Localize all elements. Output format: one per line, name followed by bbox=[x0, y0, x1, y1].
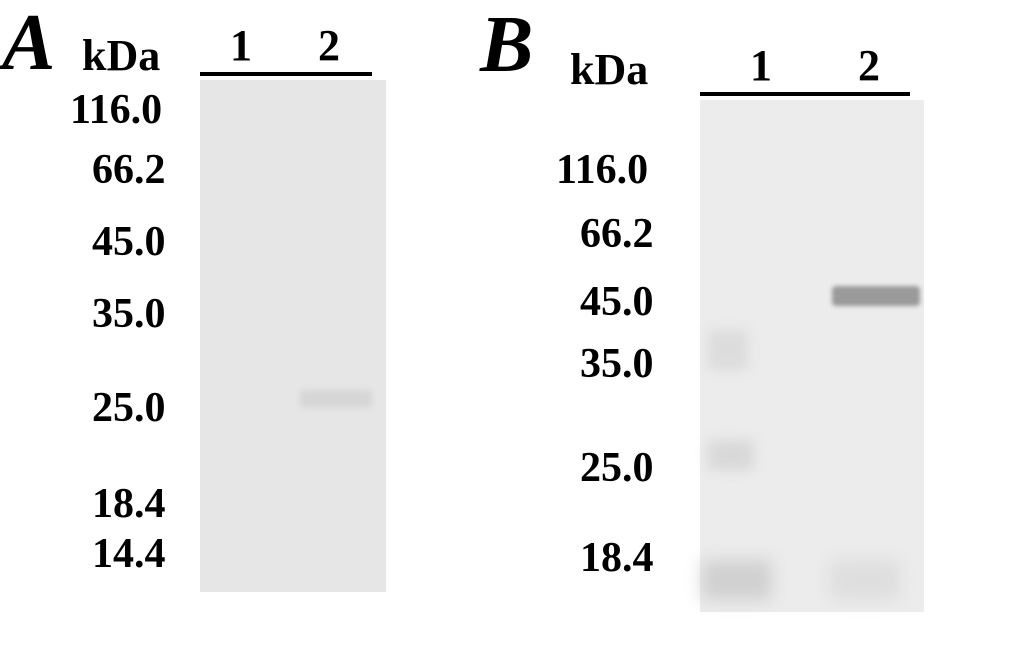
panel-b-lane-1: 1 bbox=[750, 40, 772, 91]
panel-b-mw-0: 116.0 bbox=[556, 146, 648, 194]
panel-a-lane-1: 1 bbox=[230, 20, 252, 71]
panel-a-mw-0: 116.0 bbox=[70, 86, 162, 134]
panel-b-mw-4: 25.0 bbox=[580, 444, 654, 492]
panel-b-band-1 bbox=[708, 330, 748, 370]
panel-b-band-3 bbox=[702, 560, 772, 600]
gel-figure: A kDa 1 2 116.0 66.2 45.0 35.0 25.0 18.4… bbox=[0, 0, 1016, 662]
panel-b-lane-2: 2 bbox=[858, 40, 880, 91]
panel-a-mw-6: 14.4 bbox=[92, 530, 166, 578]
panel-a-mw-5: 18.4 bbox=[92, 480, 166, 528]
panel-a-gel bbox=[200, 80, 386, 592]
panel-a-lane-2: 2 bbox=[318, 20, 340, 71]
panel-a-band-0 bbox=[300, 390, 372, 408]
panel-a-mw-3: 35.0 bbox=[92, 290, 166, 338]
panel-a-label: A bbox=[2, 0, 55, 89]
panel-b-band-0 bbox=[832, 286, 920, 306]
panel-b-mw-1: 66.2 bbox=[580, 210, 654, 258]
panel-a-mw-2: 45.0 bbox=[92, 218, 166, 266]
panel-b-mw-3: 35.0 bbox=[580, 340, 654, 388]
panel-a-mw-4: 25.0 bbox=[92, 384, 166, 432]
panel-b-mw-2: 45.0 bbox=[580, 278, 654, 326]
panel-b-kda: kDa bbox=[570, 44, 648, 95]
panel-b-label: B bbox=[480, 0, 533, 91]
panel-b-mw-5: 18.4 bbox=[580, 534, 654, 582]
panel-a-mw-1: 66.2 bbox=[92, 146, 166, 194]
panel-a-kda: kDa bbox=[82, 30, 160, 81]
panel-b-band-2 bbox=[708, 440, 754, 470]
panel-b-underline bbox=[700, 92, 910, 96]
panel-a-underline bbox=[200, 72, 372, 76]
panel-b-band-4 bbox=[830, 560, 900, 600]
